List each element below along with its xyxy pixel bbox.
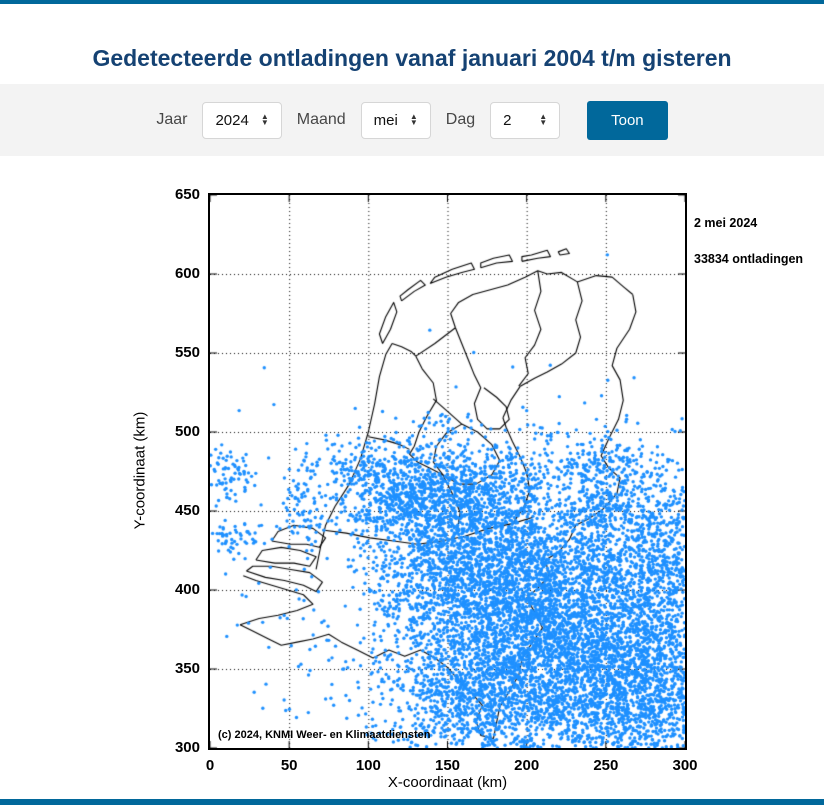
day-select-value: 2 — [503, 111, 512, 129]
select-arrows-icon: ▲ ▼ — [260, 112, 269, 127]
x-tick-label: 200 — [514, 757, 540, 774]
year-select-value: 2024 — [215, 111, 249, 129]
month-select[interactable]: mei ▲ ▼ — [360, 101, 431, 139]
x-axis-label: X-coordinaat (km) — [387, 774, 508, 791]
show-button[interactable]: Toon — [587, 100, 668, 140]
y-axis-label: Y-coordinaat (km) — [131, 411, 149, 530]
x-tick-label: 150 — [434, 757, 461, 774]
page-title: Gedetecteerde ontladingen vanaf januari … — [92, 45, 732, 72]
y-tick-label: 600 — [174, 265, 200, 282]
x-tick-label: 300 — [672, 757, 698, 774]
copyright-text: (c) 2024, KNMI Weer- en Klimaatdiensten — [218, 729, 431, 741]
year-select[interactable]: 2024 ▲ ▼ — [202, 101, 282, 139]
site-top-bar — [0, 0, 824, 4]
lightning-scatter-canvas — [210, 195, 685, 748]
x-tick-label: 0 — [205, 757, 215, 774]
lightning-map-plot — [208, 193, 687, 750]
y-tick-label: 300 — [174, 739, 200, 756]
day-select[interactable]: 2 ▲ ▼ — [490, 101, 561, 139]
select-arrows-icon: ▲ ▼ — [409, 112, 418, 127]
month-label: Maand — [296, 111, 346, 128]
annotation-discharge-count: 33834 ontladingen — [694, 252, 804, 266]
x-tick-label: 250 — [593, 757, 619, 774]
y-tick-label: 450 — [174, 502, 200, 519]
annotation-date: 2 mei 2024 — [694, 216, 758, 230]
x-tick-label: 50 — [280, 757, 298, 774]
month-select-value: mei — [373, 111, 398, 129]
y-tick-label: 400 — [174, 581, 200, 598]
y-tick-label: 550 — [174, 344, 200, 361]
y-tick-label: 650 — [174, 186, 200, 203]
x-tick-label: 100 — [355, 757, 381, 774]
select-arrows-icon: ▲ ▼ — [539, 112, 548, 127]
y-tick-label: 350 — [174, 660, 200, 677]
site-bottom-bar — [0, 799, 824, 805]
date-selection-form: Jaar 2024 ▲ ▼ Maand mei ▲ ▼ Dag 2 ▲ ▼ Toon — [0, 84, 824, 156]
year-label: Jaar — [156, 111, 188, 128]
y-tick-label: 500 — [174, 423, 200, 440]
day-label: Dag — [445, 111, 476, 128]
